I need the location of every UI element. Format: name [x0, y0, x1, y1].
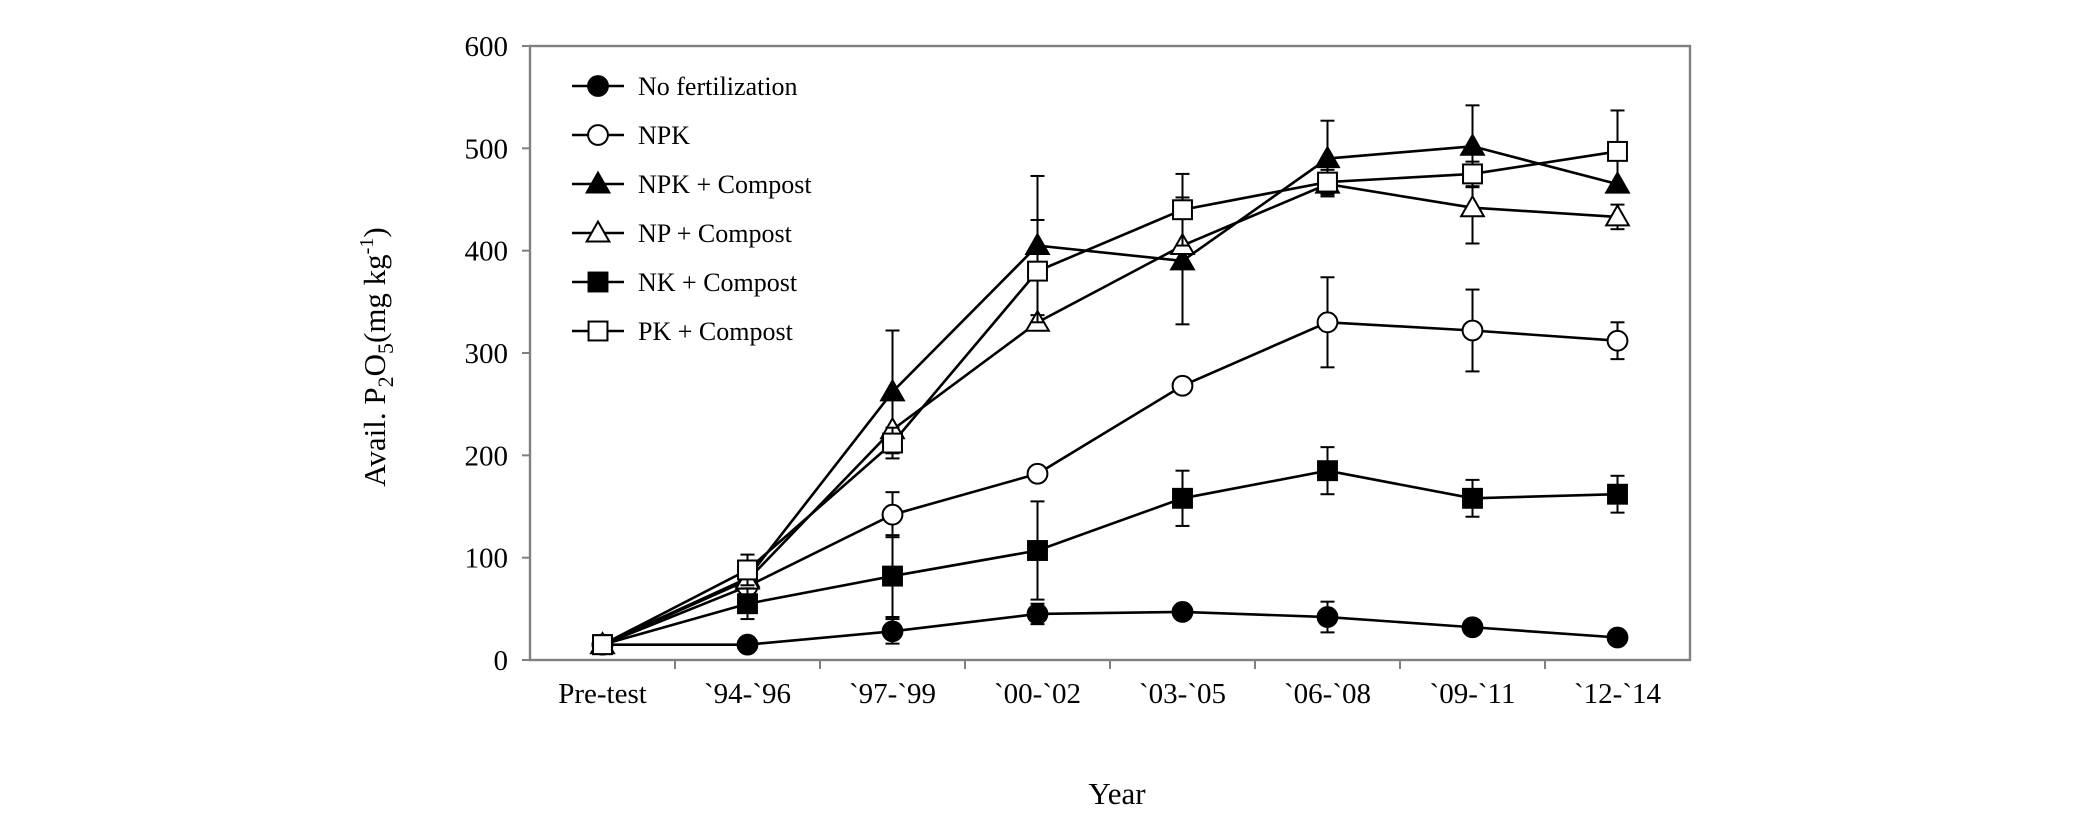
data-point — [1171, 601, 1194, 623]
y-tick-label: 0 — [494, 645, 509, 677]
data-point — [879, 378, 906, 402]
data-point — [592, 634, 613, 656]
data-point — [1317, 171, 1338, 193]
data-point — [1316, 311, 1339, 334]
data-point — [1606, 329, 1629, 352]
x-tick-label: `94-`96 — [704, 678, 791, 710]
y-axis-title-sub2: 5 — [373, 343, 398, 354]
data-point — [1459, 132, 1486, 156]
y-axis-title-close: ) — [357, 227, 392, 237]
series-line — [601, 150, 1618, 646]
plot-area — [528, 44, 1692, 662]
data-point — [882, 432, 903, 454]
data-point — [1172, 199, 1193, 221]
data-point — [1169, 247, 1196, 271]
x-axis-title: Year — [1088, 776, 1146, 811]
y-tick-label: 100 — [465, 543, 509, 575]
y-tick-label: 600 — [465, 31, 509, 63]
legend-marker — [587, 75, 609, 97]
data-point — [1462, 163, 1483, 185]
series-pk-compost — [592, 109, 1628, 656]
legend-marker — [584, 219, 612, 243]
legend-label: PK + Compost — [638, 317, 794, 346]
y-tick-label: 300 — [465, 338, 509, 370]
data-point — [1462, 487, 1483, 509]
legend-item: NK + Compost — [572, 268, 798, 297]
legend-marker — [584, 170, 612, 194]
data-point — [881, 620, 904, 643]
data-point — [1027, 540, 1048, 561]
series-np-compost — [589, 170, 1631, 655]
legend-label: NPK — [638, 121, 690, 150]
data-point — [1171, 374, 1194, 397]
y-tick-label: 400 — [465, 236, 509, 268]
legend-item: No fertilization — [572, 72, 798, 101]
x-tick-label: `12-`14 — [1574, 678, 1661, 710]
data-point — [1026, 603, 1049, 625]
series-line — [602, 469, 1618, 646]
data-point — [1604, 203, 1631, 227]
legend-label: No fertilization — [638, 72, 798, 101]
y-axis-title-unit: (mg kg — [357, 254, 392, 343]
y-tick-label: 200 — [465, 440, 509, 472]
x-tick-label: `06-`08 — [1284, 678, 1371, 710]
legend-label: NPK + Compost — [638, 170, 812, 199]
y-axis-title-mid: O — [357, 354, 392, 376]
y-axis: 0 100 200 300 400 500 600 — [465, 31, 530, 677]
legend-item: NPK — [572, 121, 690, 150]
data-point — [881, 503, 904, 526]
y-axis-title-sup: -1 — [356, 238, 378, 255]
x-tick-label: `00-`02 — [994, 678, 1081, 710]
x-tick-label: Pre-test — [558, 678, 647, 710]
y-tick-label: 500 — [465, 133, 509, 165]
series-line — [601, 182, 1618, 646]
x-tick-label: `97-`99 — [849, 678, 936, 710]
legend-label: NK + Compost — [638, 268, 798, 297]
data-point — [1459, 194, 1486, 218]
y-axis-title-main: Avail. P — [357, 387, 392, 486]
series-line — [602, 610, 1618, 646]
data-point — [1461, 319, 1484, 342]
data-point — [1026, 462, 1049, 485]
data-point — [1172, 487, 1193, 509]
x-axis: Pre-test `94-`96 `97-`99 `00-`02 `03-`05 `06-… — [558, 660, 1661, 710]
x-tick-label: `09-`11 — [1430, 678, 1516, 710]
data-point — [1607, 483, 1628, 505]
data-point — [1607, 140, 1628, 162]
series-line — [602, 320, 1618, 646]
legend-label: NP + Compost — [638, 219, 793, 248]
legend-marker — [587, 320, 609, 342]
data-point — [1314, 145, 1341, 169]
data-point — [736, 633, 759, 656]
legend-item: PK + Compost — [572, 317, 794, 346]
data-point — [737, 593, 758, 615]
legend-item: NP + Compost — [572, 219, 793, 248]
series-layer — [589, 104, 1631, 656]
y-axis-title-sub1: 2 — [373, 376, 398, 387]
y-axis-title: Avail. P2O5(mg kg-1) — [356, 227, 398, 486]
data-point — [737, 559, 758, 581]
plot-frame — [528, 44, 1692, 662]
legend-item: NPK + Compost — [572, 170, 812, 199]
legend: No fertilization NPK NPK + Compost NP + Com… — [572, 72, 812, 346]
legend-marker — [587, 124, 609, 146]
legend-marker — [587, 271, 609, 293]
data-point — [1606, 626, 1629, 649]
data-point — [1317, 460, 1338, 482]
data-point — [1316, 606, 1339, 628]
data-point — [882, 565, 903, 587]
data-point — [1461, 616, 1484, 639]
x-tick-label: `03-`05 — [1139, 678, 1226, 710]
data-point — [1027, 260, 1048, 282]
